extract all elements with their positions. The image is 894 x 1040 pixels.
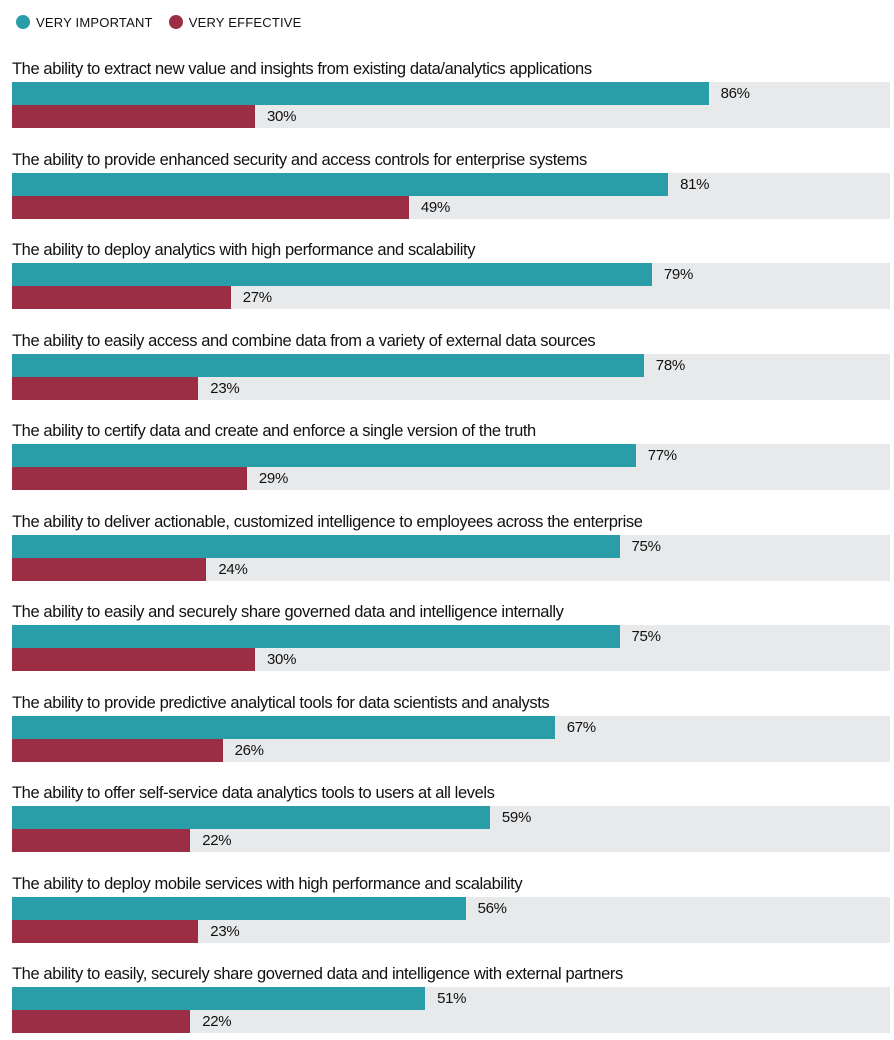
- value-label-very-important: 79%: [663, 266, 694, 283]
- category-label: The ability to provide predictive analyt…: [12, 693, 550, 712]
- category-label: The ability to deploy analytics with hig…: [12, 241, 476, 259]
- category-label: The ability to offer self-service data a…: [12, 784, 495, 802]
- bar-very-effective: [12, 919, 199, 943]
- bar-very-important: [12, 172, 669, 196]
- value-label-very-important: 77%: [647, 447, 677, 464]
- bar-track: [12, 557, 890, 581]
- bar-very-effective: [12, 376, 199, 400]
- bar-track: [12, 1010, 890, 1033]
- bar-very-important: [12, 715, 555, 739]
- legend-swatch-very-important: [16, 15, 30, 29]
- value-label-very-effective: 29%: [258, 470, 289, 487]
- value-label-very-important: 86%: [720, 85, 750, 102]
- bar-very-important: [12, 444, 636, 467]
- value-label-very-effective: 23%: [210, 922, 240, 940]
- bar-very-effective: [12, 557, 207, 581]
- bar-very-effective: [12, 467, 247, 490]
- bar-very-important: [12, 896, 466, 920]
- value-label-very-effective: 23%: [210, 379, 240, 397]
- legend-label-very-important: VERY IMPORTANT: [36, 14, 153, 30]
- bar-very-effective: [12, 1010, 191, 1033]
- bar-very-important: [12, 353, 644, 377]
- bar-very-effective: [12, 105, 255, 128]
- bar-very-effective: [12, 829, 191, 852]
- bar-track: [12, 286, 890, 309]
- value-label-very-important: 75%: [631, 537, 661, 555]
- bar-very-important: [12, 534, 620, 558]
- bar-very-important: [12, 987, 426, 1010]
- bar-chart: The ability to extract new value and ins…: [0, 58, 894, 1040]
- value-label-very-important: 81%: [680, 175, 710, 193]
- bar-very-important: [12, 82, 709, 105]
- value-label-very-effective: 24%: [218, 560, 248, 578]
- bar-track: [12, 829, 890, 852]
- bar-very-effective: [12, 286, 231, 309]
- value-label-very-effective: 49%: [420, 198, 451, 216]
- value-label-very-effective: 26%: [234, 741, 264, 759]
- category-label: The ability to provide enhanced security…: [12, 150, 587, 169]
- category-label: The ability to easily, securely share go…: [12, 965, 623, 983]
- bar-very-important: [12, 263, 652, 286]
- legend-item-very-important: VERY IMPORTANT: [16, 15, 153, 30]
- category-label: The ability to deliver actionable, custo…: [12, 512, 643, 531]
- value-label-very-effective: 22%: [202, 832, 232, 849]
- legend-label-very-effective: VERY EFFECTIVE: [188, 14, 302, 30]
- value-label-very-effective: 22%: [202, 1013, 232, 1030]
- category-label: The ability to easily access and combine…: [12, 331, 596, 350]
- value-label-very-important: 59%: [501, 809, 532, 826]
- bar-track: [12, 919, 890, 943]
- bar-very-effective: [12, 738, 223, 762]
- legend-swatch-very-effective: [168, 15, 183, 29]
- bar-track: [12, 738, 890, 762]
- value-label-very-effective: 30%: [267, 651, 297, 668]
- chart-legend: VERY IMPORTANT VERY EFFECTIVE: [16, 12, 318, 32]
- value-label-very-effective: 27%: [242, 289, 272, 306]
- category-label: The ability to certify data and create a…: [12, 422, 536, 440]
- bar-very-effective: [12, 648, 255, 671]
- bar-track: [12, 376, 890, 400]
- value-label-very-important: 56%: [477, 899, 507, 917]
- legend-item-very-effective: VERY EFFECTIVE: [168, 14, 302, 30]
- category-label: The ability to extract new value and ins…: [12, 60, 592, 78]
- value-label-very-important: 75%: [631, 628, 661, 645]
- value-label-very-important: 78%: [655, 356, 685, 374]
- bar-very-important: [12, 625, 620, 648]
- bar-very-important: [12, 806, 490, 829]
- value-label-very-important: 51%: [437, 990, 467, 1007]
- bar-very-effective: [12, 195, 409, 219]
- category-label: The ability to easily and securely share…: [12, 603, 564, 621]
- category-label: The ability to deploy mobile services wi…: [12, 874, 523, 893]
- value-label-very-important: 67%: [566, 718, 596, 736]
- value-label-very-effective: 30%: [267, 108, 297, 125]
